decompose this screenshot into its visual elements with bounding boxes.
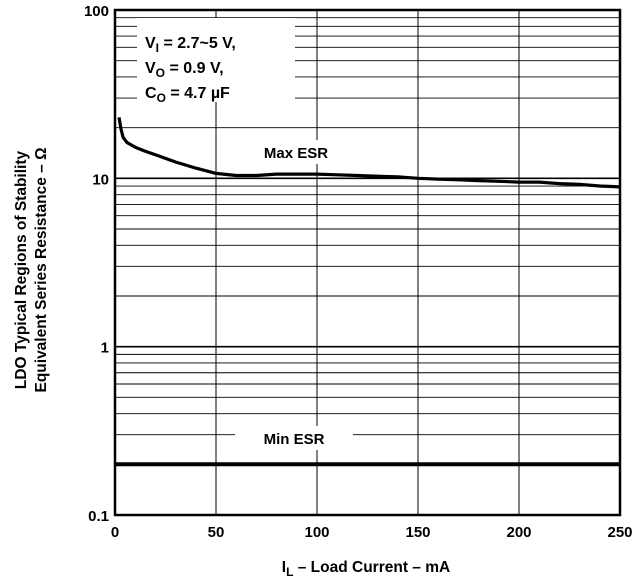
grid-lines (115, 10, 620, 515)
y-tick-label: 1 (101, 340, 109, 357)
x-axis-title: IL – Load Current – mA (282, 559, 450, 579)
tick-labels: 0 50 100 150 200 250 0.1 1 10 100 (84, 3, 633, 541)
condition-co: CO = 4.7 µF (145, 85, 230, 105)
condition-vo: VO = 0.9 V, (145, 60, 224, 80)
x-tick-label: 100 (304, 524, 329, 541)
min-esr-label: Min ESR (264, 431, 325, 448)
conditions-box: VI = 2.7~5 V, VO = 0.9 V, CO = 4.7 µF (137, 18, 295, 105)
x-tick-label: 50 (208, 524, 225, 541)
y-tick-label: 100 (84, 3, 109, 20)
x-tick-label: 0 (111, 524, 119, 541)
y-tick-label: 0.1 (88, 508, 109, 525)
max-esr-label: Max ESR (264, 145, 328, 162)
x-tick-label: 150 (405, 524, 430, 541)
y-axis-title-line-1: LDO Typical Regions of Stability (13, 150, 30, 389)
x-tick-label: 250 (607, 524, 632, 541)
plot-frame (113, 8, 622, 517)
max-esr-line (117, 117, 621, 189)
series-layer (115, 117, 621, 467)
x-tick-label: 200 (506, 524, 531, 541)
y-tick-label: 10 (92, 171, 109, 188)
condition-vi: VI = 2.7~5 V, (145, 35, 236, 55)
y-axis-title-line-2: Equivalent Series Resistance – Ω (33, 147, 50, 392)
